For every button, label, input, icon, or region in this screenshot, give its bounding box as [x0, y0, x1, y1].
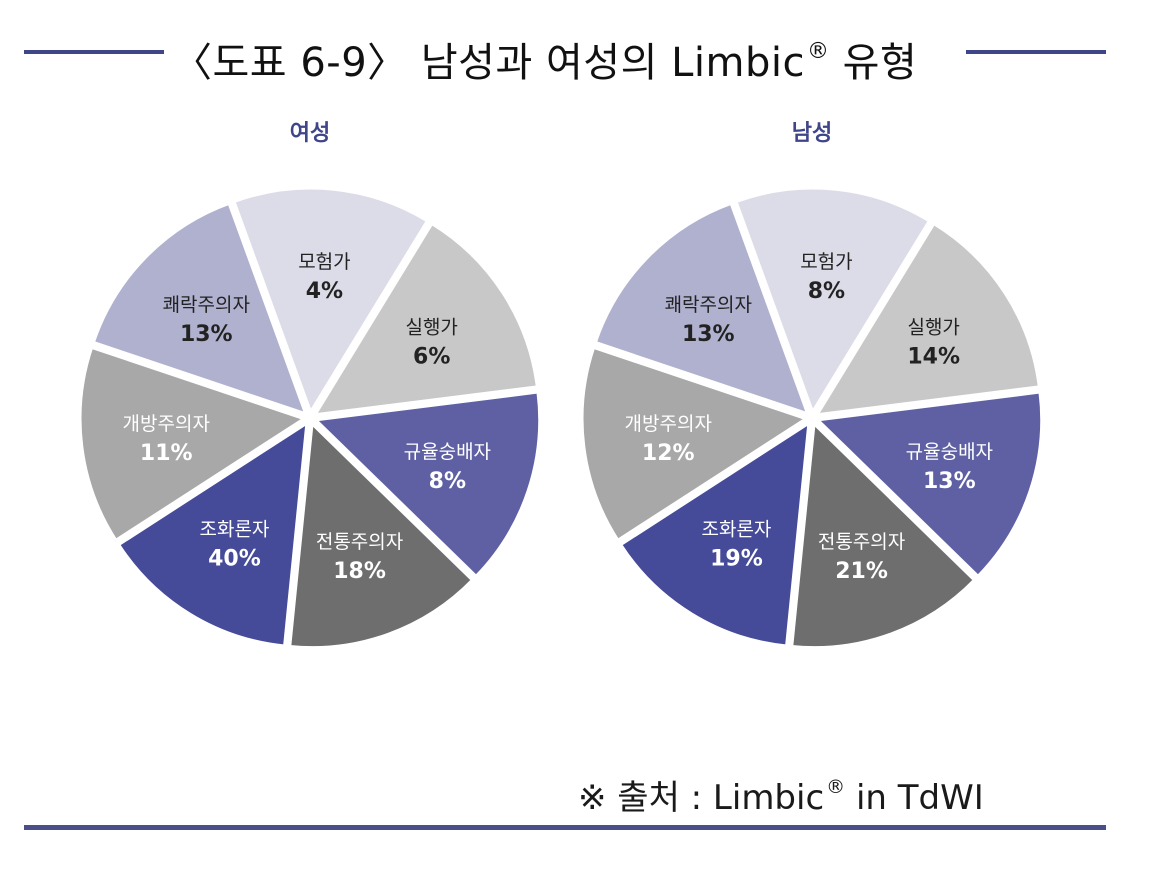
slice-label: 개방주의자 — [625, 413, 712, 435]
page-title: 〈도표 6-9〉 남성과 여성의 Limbic® 유형 — [172, 26, 962, 89]
slice-label: 실행가 — [907, 316, 959, 338]
title-row: 〈도표 6-9〉 남성과 여성의 Limbic® 유형 — [0, 22, 1152, 86]
pie-slice — [580, 345, 810, 543]
slice-label: 조화론자 — [701, 519, 771, 541]
slice-label: 전통주의자 — [316, 531, 403, 553]
slice-value-label: 14% — [907, 344, 960, 369]
slice-value-label: 4% — [306, 279, 343, 304]
slice-value-label: 6% — [413, 344, 450, 369]
source-prefix: ※ 출처 : Limbic — [578, 778, 825, 818]
pie-slice — [593, 201, 811, 417]
registered-mark: ® — [806, 39, 830, 64]
slice-value-label: 40% — [208, 547, 261, 572]
pie-slice — [116, 420, 309, 648]
title-rule-left — [24, 50, 164, 54]
chart-title: 남성 — [792, 121, 832, 146]
slice-value-label: 13% — [180, 322, 233, 347]
slice-value-label: 19% — [710, 547, 763, 572]
chart-title: 여성 — [290, 121, 330, 146]
pie-slice — [232, 186, 430, 416]
slice-value-label: 8% — [429, 469, 466, 494]
slice-value-label: 12% — [642, 441, 695, 466]
page-title-text: 〈도표 6-9〉 남성과 여성의 Limbic — [172, 40, 805, 86]
pie-slice — [312, 390, 542, 579]
slice-label: 규율숭배자 — [404, 441, 491, 463]
slice-value-label: 18% — [333, 559, 386, 584]
page-title-suffix: 유형 — [829, 40, 918, 86]
slice-value-label: 11% — [140, 441, 193, 466]
pie-slice — [91, 201, 309, 417]
slice-value-label: 8% — [808, 279, 845, 304]
pie-slice — [734, 186, 932, 416]
source-registered-mark: ® — [826, 776, 846, 798]
pie-slice — [618, 420, 811, 648]
pie-slice — [288, 420, 475, 650]
slice-label: 실행가 — [405, 316, 457, 338]
title-rule-right — [966, 50, 1106, 54]
slice-label: 전통주의자 — [818, 531, 905, 553]
slice-label: 모험가 — [800, 251, 852, 273]
slice-label: 조화론자 — [199, 519, 269, 541]
slice-label: 쾌락주의자 — [665, 294, 752, 316]
bottom-rule — [24, 825, 1106, 830]
slice-label: 규율숭배자 — [906, 441, 993, 463]
slice-label: 개방주의자 — [123, 413, 210, 435]
pie-slice — [312, 221, 539, 417]
pie-slice — [814, 221, 1041, 417]
pie-slice — [790, 420, 977, 650]
pie-slice — [78, 345, 308, 543]
source-suffix: in TdWI — [845, 778, 984, 818]
slice-label: 모험가 — [298, 251, 350, 273]
pie-slice — [814, 390, 1044, 579]
source-note: ※ 출처 : Limbic ® in TdWI — [578, 764, 1098, 821]
slice-label: 쾌락주의자 — [163, 294, 250, 316]
slice-value-label: 21% — [835, 559, 888, 584]
slice-value-label: 13% — [682, 322, 735, 347]
slice-value-label: 13% — [923, 469, 976, 494]
